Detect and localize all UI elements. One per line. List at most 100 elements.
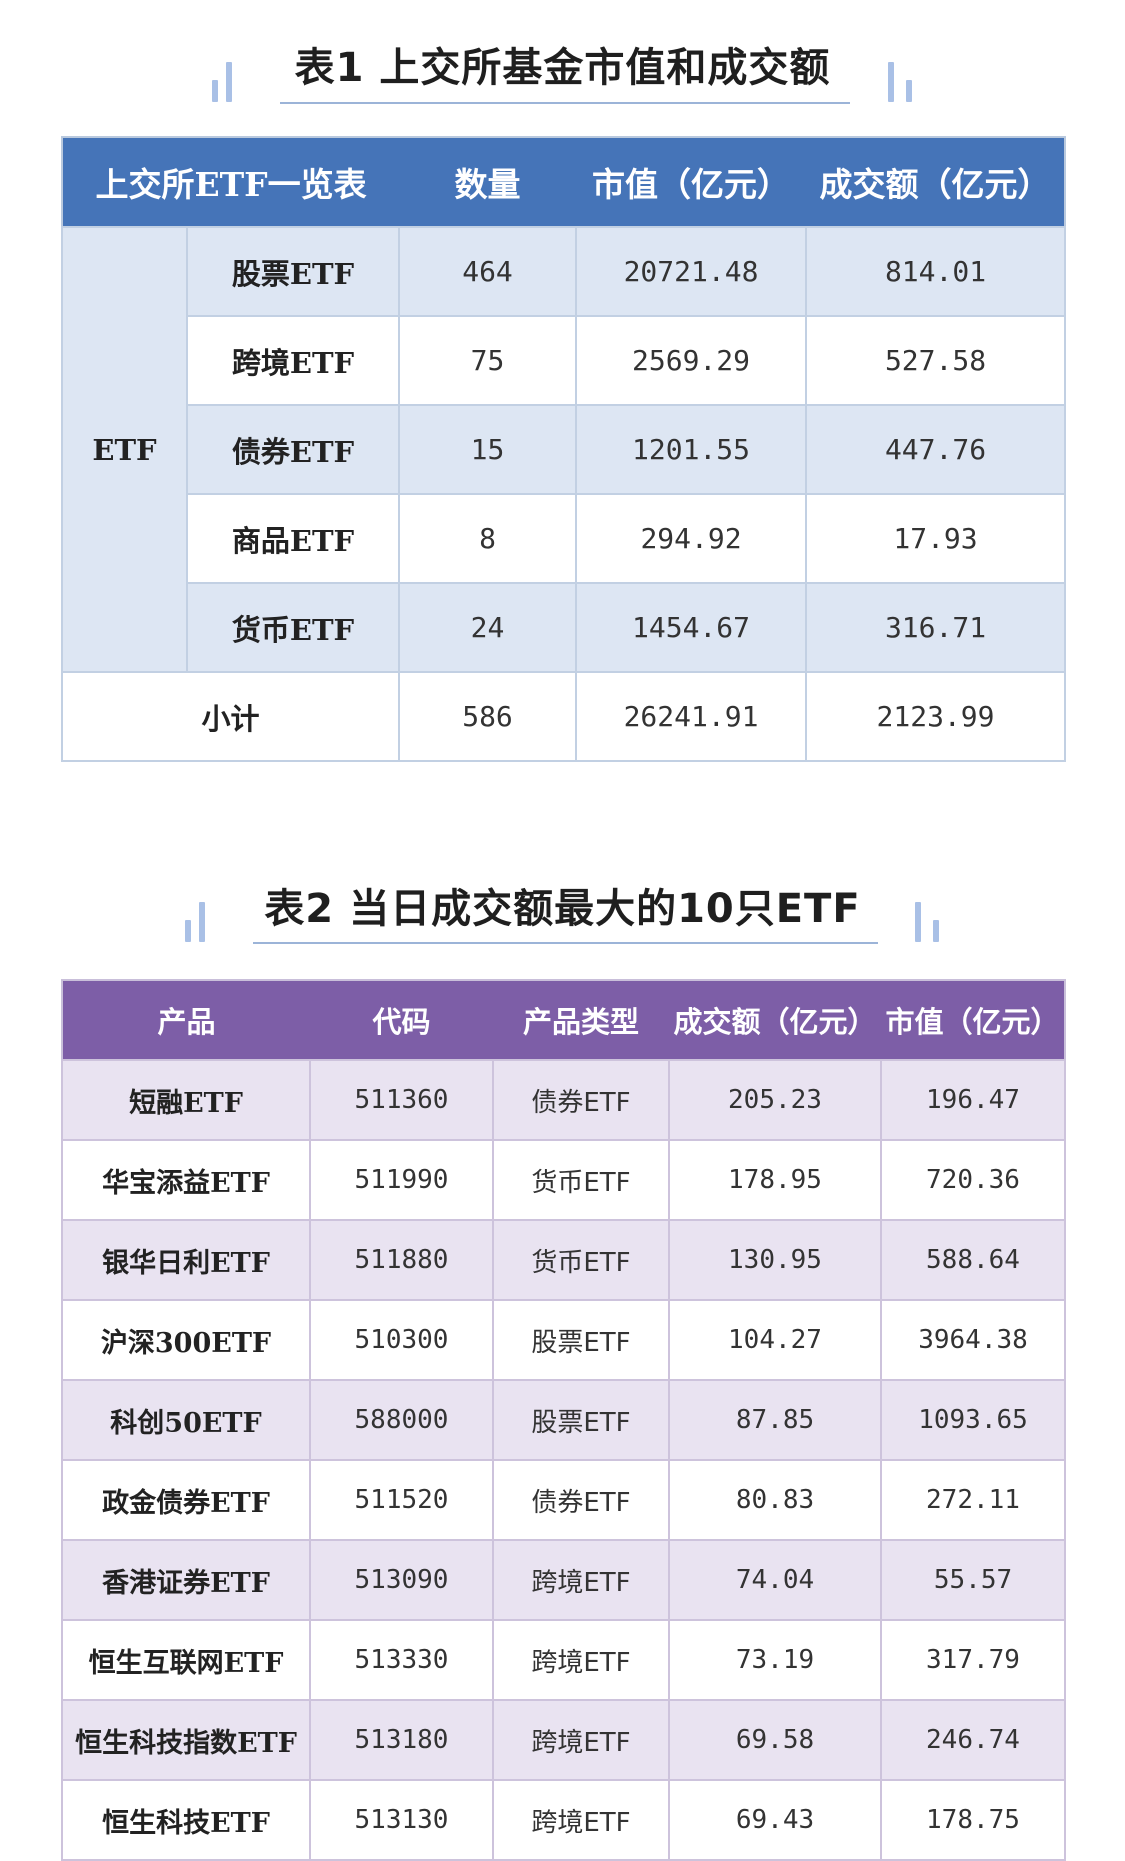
etf-market-value: 2569.29 xyxy=(575,315,808,406)
etf-group-label: ETF xyxy=(61,226,188,673)
decorative-bars-left xyxy=(212,60,252,102)
table2-title-block: 表2 当日成交额最大的10只ETF xyxy=(0,870,1125,950)
table2-header-code: 代码 xyxy=(310,980,493,1060)
etf-type: 跨境ETF xyxy=(492,1539,670,1621)
etf-turnover: 104.27 xyxy=(668,1299,882,1381)
etf-count: 8 xyxy=(398,493,578,584)
table-row: 恒生科技ETF 513130 跨境ETF 69.43 178.75 xyxy=(61,1779,1066,1861)
etf-turnover: 80.83 xyxy=(668,1459,882,1541)
etf-name: 沪深300ETF xyxy=(61,1299,311,1381)
table1-header-category: 上交所ETF一览表 xyxy=(62,137,400,227)
etf-type-name: 货币ETF xyxy=(185,582,401,673)
table-row: 银华日利ETF 511880 货币ETF 130.95 588.64 xyxy=(61,1219,1066,1301)
table1-header-count: 数量 xyxy=(399,137,577,227)
etf-code: 511990 xyxy=(309,1139,494,1221)
table1-header-turnover: 成交额（亿元） xyxy=(806,137,1066,227)
subtotal-turnover: 2123.99 xyxy=(805,671,1067,762)
etf-type: 货币ETF xyxy=(492,1219,670,1301)
etf-turnover: 17.93 xyxy=(805,493,1067,584)
etf-name: 华宝添益ETF xyxy=(61,1139,311,1221)
etf-type: 债券ETF xyxy=(492,1059,670,1141)
etf-type: 股票ETF xyxy=(492,1379,670,1461)
etf-name: 香港证券ETF xyxy=(61,1539,311,1621)
etf-market-value: 272.11 xyxy=(880,1459,1066,1541)
etf-code: 511880 xyxy=(309,1219,494,1301)
etf-turnover: 527.58 xyxy=(805,315,1067,406)
etf-type: 货币ETF xyxy=(492,1139,670,1221)
table-row: 沪深300ETF 510300 股票ETF 104.27 3964.38 xyxy=(61,1299,1066,1381)
table1-subtotal-row: 小计 586 26241.91 2123.99 xyxy=(60,671,1067,762)
etf-type: 债券ETF xyxy=(492,1459,670,1541)
table2-header-type: 产品类型 xyxy=(493,980,669,1060)
etf-type-name: 商品ETF xyxy=(185,493,401,584)
decorative-bars-left xyxy=(185,900,225,942)
etf-market-value: 1093.65 xyxy=(880,1379,1066,1461)
etf-count: 24 xyxy=(398,582,578,673)
table-row: 香港证券ETF 513090 跨境ETF 74.04 55.57 xyxy=(61,1539,1066,1621)
etf-turnover: 87.85 xyxy=(668,1379,882,1461)
etf-type-name: 债券ETF xyxy=(185,404,401,495)
table1-title-block: 表1 上交所基金市值和成交额 xyxy=(0,30,1125,110)
etf-market-value: 196.47 xyxy=(880,1059,1066,1141)
etf-name: 政金债券ETF xyxy=(61,1459,311,1541)
etf-summary-table: 上交所ETF一览表 数量 市值（亿元） 成交额（亿元） ETF 股票ETF 46… xyxy=(60,136,1067,762)
table-row: 恒生科技指数ETF 513180 跨境ETF 69.58 246.74 xyxy=(61,1699,1066,1781)
etf-type: 股票ETF xyxy=(492,1299,670,1381)
etf-count: 464 xyxy=(398,226,578,317)
etf-turnover: 178.95 xyxy=(668,1139,882,1221)
etf-name: 短融ETF xyxy=(61,1059,311,1141)
etf-market-value: 178.75 xyxy=(880,1779,1066,1861)
etf-code: 513090 xyxy=(309,1539,494,1621)
table-row: ETF 股票ETF 464 20721.48 814.01 xyxy=(61,226,1067,673)
table-row: 华宝添益ETF 511990 货币ETF 178.95 720.36 xyxy=(61,1139,1066,1221)
table-row: 跨境ETF 75 2569.29 527.58 xyxy=(62,315,1067,406)
etf-market-value: 55.57 xyxy=(880,1539,1066,1621)
etf-turnover: 69.58 xyxy=(668,1699,882,1781)
etf-type: 跨境ETF xyxy=(492,1619,670,1701)
etf-market-value: 1201.55 xyxy=(575,404,808,495)
etf-code: 588000 xyxy=(309,1379,494,1461)
table-row: 政金债券ETF 511520 债券ETF 80.83 272.11 xyxy=(61,1459,1066,1541)
etf-turnover: 316.71 xyxy=(805,582,1067,673)
etf-count: 75 xyxy=(398,315,578,406)
etf-code: 513330 xyxy=(309,1619,494,1701)
etf-market-value: 317.79 xyxy=(880,1619,1066,1701)
table2-title-underline xyxy=(253,942,878,944)
table-row: 恒生互联网ETF 513330 跨境ETF 73.19 317.79 xyxy=(61,1619,1066,1701)
etf-name: 恒生科技指数ETF xyxy=(61,1699,311,1781)
table-row: 短融ETF 511360 债券ETF 205.23 196.47 xyxy=(61,1059,1066,1141)
etf-market-value: 246.74 xyxy=(880,1699,1066,1781)
etf-type-name: 股票ETF xyxy=(185,226,401,317)
etf-turnover: 69.43 xyxy=(668,1779,882,1861)
table1-title: 表1 上交所基金市值和成交额 xyxy=(294,45,831,91)
etf-type: 跨境ETF xyxy=(492,1779,670,1861)
etf-code: 513180 xyxy=(309,1699,494,1781)
etf-code: 511520 xyxy=(309,1459,494,1541)
table-row: 债券ETF 15 1201.55 447.76 xyxy=(62,404,1067,495)
etf-turnover: 814.01 xyxy=(805,226,1067,317)
etf-code: 513130 xyxy=(309,1779,494,1861)
etf-turnover: 130.95 xyxy=(668,1219,882,1301)
etf-market-value: 20721.48 xyxy=(575,226,808,317)
etf-turnover: 73.19 xyxy=(668,1619,882,1701)
table-row: 商品ETF 8 294.92 17.93 xyxy=(62,493,1067,584)
table-row: 货币ETF 24 1454.67 316.71 xyxy=(62,582,1067,673)
top10-etf-table: 产品 代码 产品类型 成交额（亿元） 市值（亿元） 短融ETF 511360 债… xyxy=(61,979,1066,1861)
etf-type: 跨境ETF xyxy=(492,1699,670,1781)
etf-count: 15 xyxy=(398,404,578,495)
etf-turnover: 74.04 xyxy=(668,1539,882,1621)
table2-title: 表2 当日成交额最大的10只ETF xyxy=(264,886,861,932)
etf-name: 科创50ETF xyxy=(61,1379,311,1461)
table2-header-row: 产品 代码 产品类型 成交额（亿元） 市值（亿元） xyxy=(62,980,1065,1060)
table1-title-underline xyxy=(280,102,850,104)
etf-market-value: 1454.67 xyxy=(575,582,808,673)
etf-market-value: 720.36 xyxy=(880,1139,1066,1221)
etf-name: 银华日利ETF xyxy=(61,1219,311,1301)
etf-name: 恒生科技ETF xyxy=(61,1779,311,1861)
etf-market-value: 588.64 xyxy=(880,1219,1066,1301)
table2-header-market-value: 市值（亿元） xyxy=(881,980,1065,1060)
decorative-bars-right xyxy=(915,900,955,942)
table1-header-market-value: 市值（亿元） xyxy=(576,137,807,227)
etf-name: 恒生互联网ETF xyxy=(61,1619,311,1701)
etf-code: 511360 xyxy=(309,1059,494,1141)
